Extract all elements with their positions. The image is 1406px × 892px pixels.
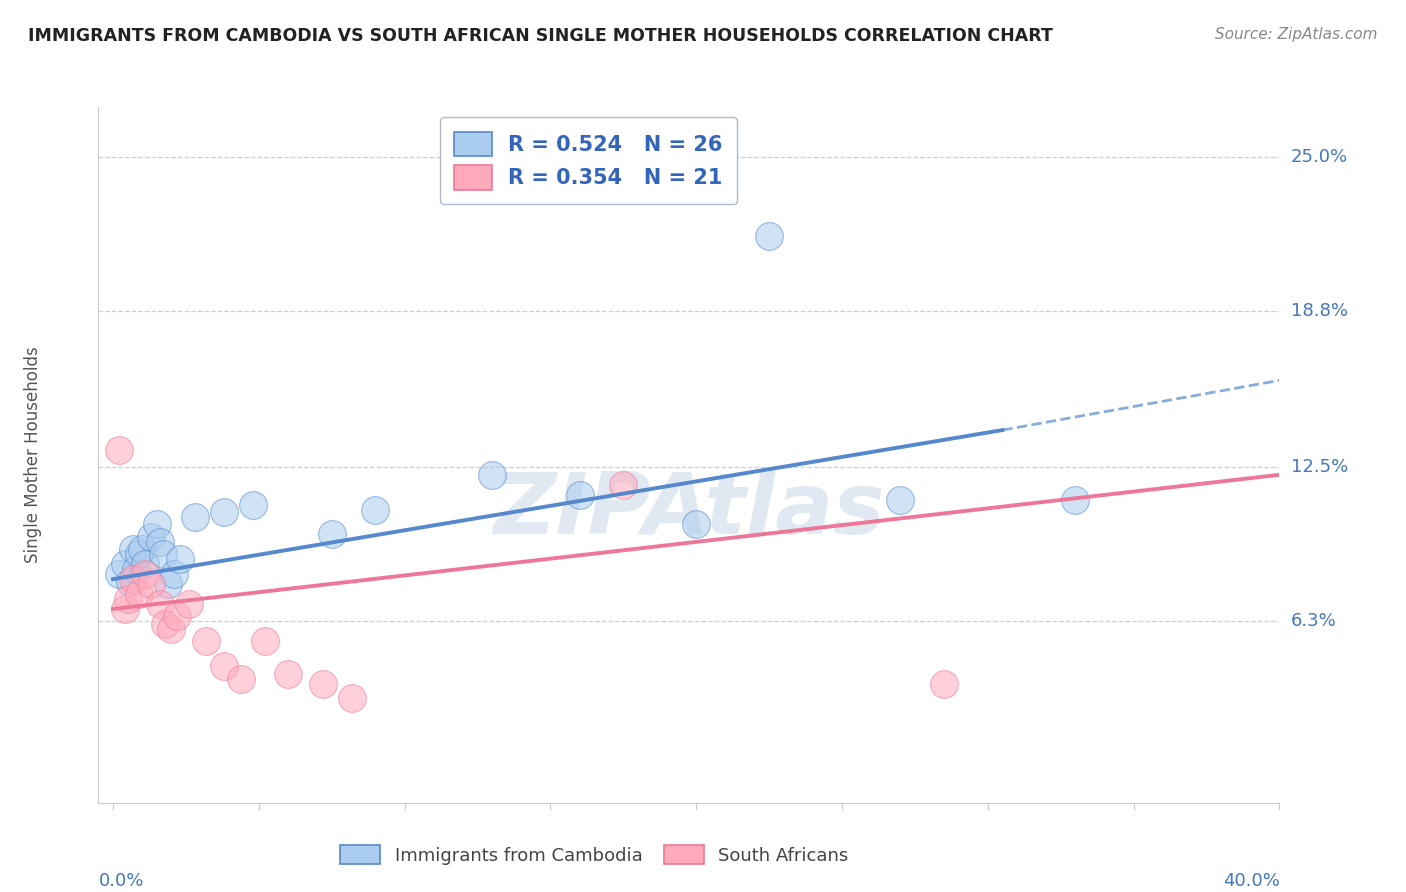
Point: [242, 498, 264, 512]
Text: 25.0%: 25.0%: [1291, 148, 1348, 166]
Text: 18.8%: 18.8%: [1291, 301, 1348, 320]
Point: [117, 592, 139, 607]
Text: 40.0%: 40.0%: [1223, 872, 1279, 890]
Point: [157, 577, 180, 591]
Point: [155, 616, 177, 631]
Point: [321, 527, 343, 541]
Point: [195, 634, 218, 648]
Point: [160, 622, 183, 636]
Text: 6.3%: 6.3%: [1291, 613, 1337, 631]
Point: [758, 229, 780, 244]
Point: [312, 676, 335, 690]
Text: Single Mother Households: Single Mother Households: [24, 347, 42, 563]
Point: [212, 659, 235, 673]
Point: [149, 534, 172, 549]
Point: [612, 477, 634, 491]
Point: [685, 517, 707, 532]
Point: [139, 530, 162, 544]
Point: [134, 558, 156, 572]
Point: [568, 488, 591, 502]
Point: [120, 574, 142, 589]
Point: [364, 502, 387, 516]
Text: 12.5%: 12.5%: [1291, 458, 1348, 476]
Point: [212, 505, 235, 519]
Point: [889, 492, 911, 507]
Point: [932, 676, 955, 690]
Point: [108, 442, 131, 457]
Point: [177, 597, 200, 611]
Point: [128, 587, 150, 601]
Point: [125, 562, 148, 576]
Point: [277, 666, 299, 681]
Point: [481, 467, 503, 482]
Legend: Immigrants from Cambodia, South Africans: Immigrants from Cambodia, South Africans: [332, 837, 858, 874]
Text: IMMIGRANTS FROM CAMBODIA VS SOUTH AFRICAN SINGLE MOTHER HOUSEHOLDS CORRELATION C: IMMIGRANTS FROM CAMBODIA VS SOUTH AFRICA…: [28, 27, 1053, 45]
Point: [163, 567, 186, 582]
Point: [122, 572, 145, 586]
Point: [152, 547, 174, 561]
Text: ZIPAtlas: ZIPAtlas: [494, 469, 884, 552]
Point: [169, 552, 191, 566]
Point: [114, 602, 136, 616]
Point: [114, 558, 136, 572]
Point: [340, 691, 363, 706]
Point: [183, 510, 205, 524]
Point: [231, 672, 253, 686]
Point: [108, 567, 131, 582]
Point: [145, 517, 167, 532]
Point: [131, 542, 153, 557]
Text: 0.0%: 0.0%: [98, 872, 143, 890]
Point: [253, 634, 276, 648]
Point: [1064, 492, 1087, 507]
Point: [122, 542, 145, 557]
Point: [128, 547, 150, 561]
Point: [134, 567, 156, 582]
Point: [149, 597, 172, 611]
Point: [139, 577, 162, 591]
Text: Source: ZipAtlas.com: Source: ZipAtlas.com: [1215, 27, 1378, 42]
Point: [166, 609, 188, 624]
